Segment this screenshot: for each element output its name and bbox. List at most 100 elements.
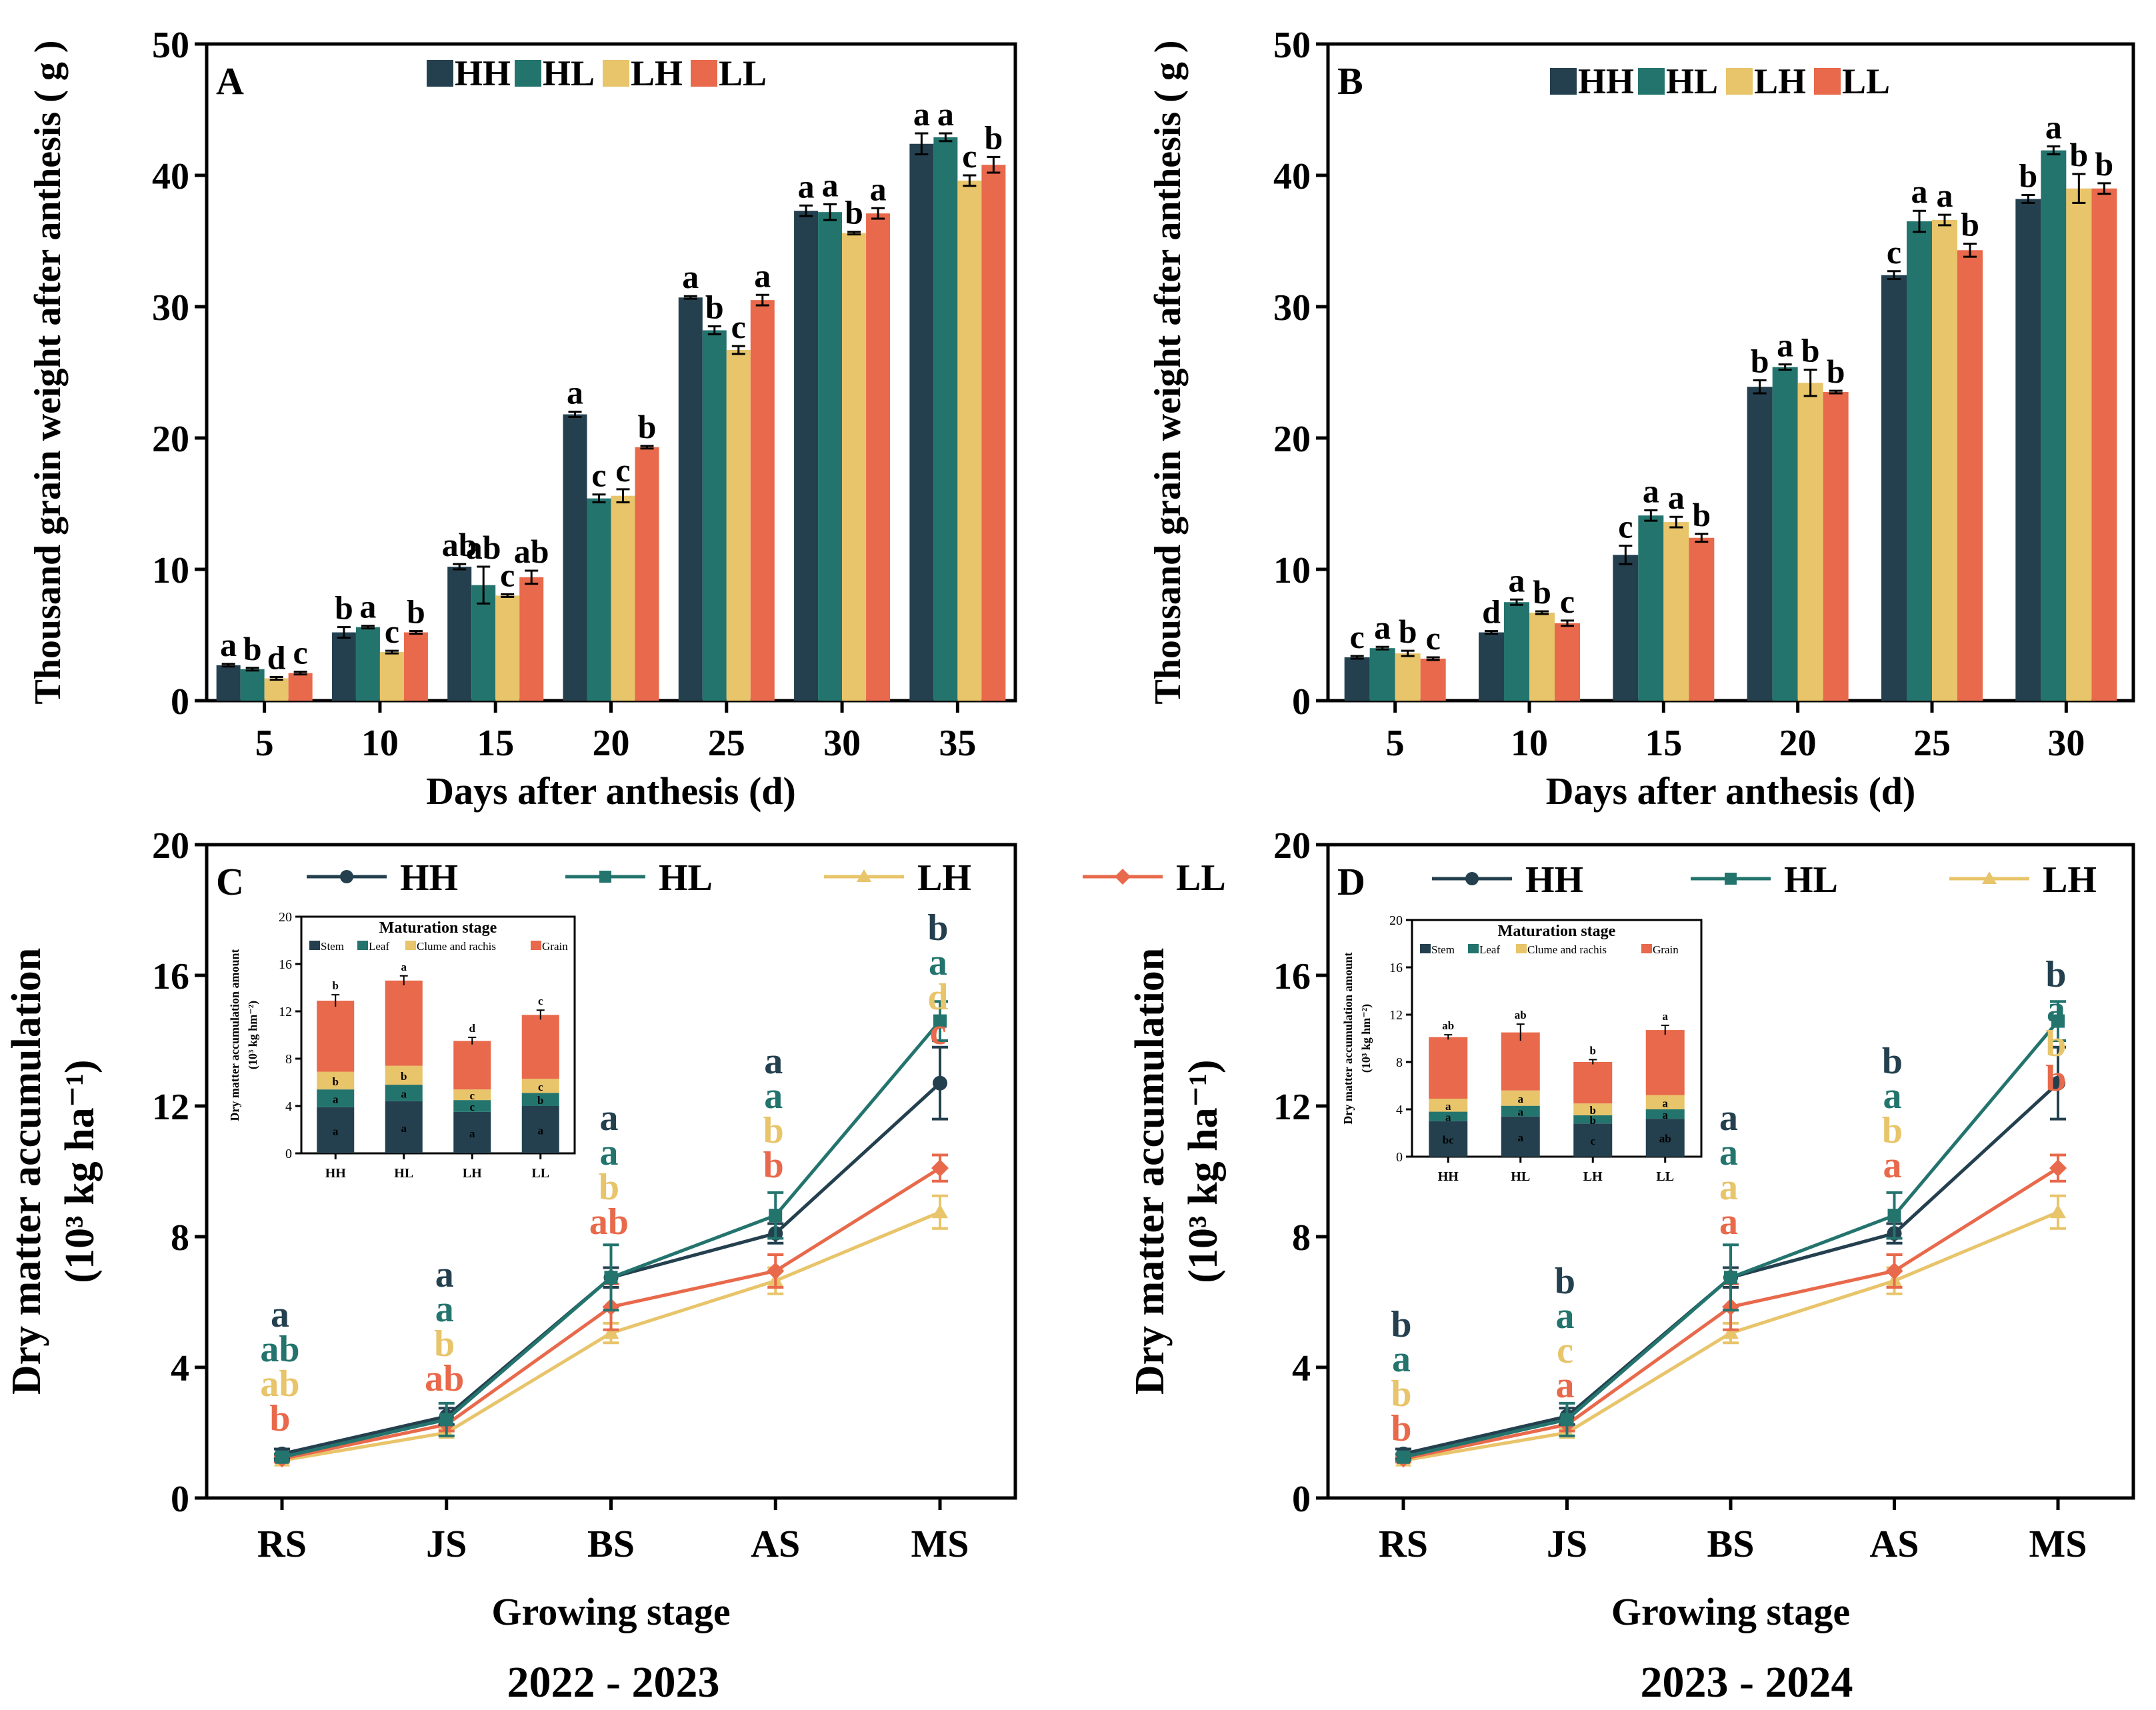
significance-letter-ll: b — [763, 1145, 784, 1186]
inset-x-tick-label: HL — [1511, 1169, 1530, 1184]
significance-letter-hh: a — [435, 1254, 454, 1295]
x-tick-label: JS — [426, 1522, 467, 1565]
significance-letter: c — [615, 451, 630, 489]
significance-letter: ab — [442, 526, 477, 563]
significance-letter-ll: a — [1556, 1365, 1575, 1406]
significance-letter: a — [822, 166, 839, 203]
inset-legend-label: Leaf — [1479, 943, 1500, 956]
significance-letter: c — [962, 137, 977, 175]
y-tick-label: 50 — [152, 25, 189, 66]
y-tick-label: 30 — [152, 287, 189, 329]
marker-hl — [439, 1413, 453, 1427]
legend-swatch-lh — [1726, 68, 1753, 95]
y-tick-label: 20 — [152, 825, 189, 867]
significance-letter-lh: b — [1391, 1373, 1411, 1415]
inset-x-tick-label: LL — [1656, 1169, 1674, 1184]
bar-lh — [1932, 219, 1957, 701]
x-tick-label: AS — [751, 1522, 800, 1565]
inset-letter: a — [1663, 1010, 1669, 1023]
inset-letter: a — [1518, 1093, 1524, 1105]
inset-legend-swatch — [309, 941, 320, 950]
panel-label: C — [216, 860, 244, 903]
inset-letter: a — [1445, 1111, 1451, 1124]
y-tick-label: 20 — [1273, 825, 1311, 867]
legend-marker-lh — [857, 869, 871, 882]
x-tick-label: JS — [1547, 1522, 1587, 1565]
x-tick-label: BS — [587, 1522, 635, 1565]
x-tick-label: RS — [1379, 1522, 1428, 1565]
inset-y-tick-label: 16 — [1389, 961, 1403, 975]
significance-letter: c — [385, 613, 399, 650]
legend-swatch-ll — [1814, 68, 1841, 95]
marker-lh — [932, 1204, 948, 1219]
inset-segment-stem — [521, 1106, 559, 1153]
inset-y-tick-label: 0 — [1396, 1150, 1403, 1165]
x-tick-label: MS — [911, 1522, 969, 1565]
inset-legend-label: Clume and rachis — [417, 940, 496, 953]
significance-letter: b — [1399, 613, 1417, 650]
panel-label: B — [1337, 59, 1363, 103]
legend-label: LL — [1842, 61, 1890, 101]
significance-letter-hh: a — [764, 1041, 783, 1082]
significance-letter: a — [913, 95, 930, 133]
inset-letter: c — [469, 1101, 475, 1113]
inset-segment-clume-and-rachis — [1573, 1103, 1613, 1115]
significance-letter-lh: ab — [260, 1363, 299, 1405]
marker-hl — [1397, 1450, 1410, 1464]
significance-letter-ll: ab — [589, 1201, 629, 1243]
significance-letter: b — [407, 593, 425, 631]
bar-ll — [1420, 658, 1446, 701]
bar-lh — [842, 233, 867, 701]
inset-legend-label: Clume and rachis — [1527, 943, 1607, 956]
x-tick-label: 10 — [361, 723, 399, 764]
significance-letter: a — [359, 588, 376, 625]
bar-ll — [866, 213, 891, 701]
significance-letter: a — [798, 167, 815, 205]
bar-ll — [750, 300, 775, 701]
y-axis-title: Dry matter accumulation — [4, 948, 49, 1395]
marker-hl — [275, 1450, 289, 1464]
significance-letter: c — [293, 634, 308, 671]
significance-letter-hh: b — [927, 907, 948, 949]
inset-letter: c — [1590, 1135, 1595, 1147]
significance-letter: ab — [514, 533, 549, 570]
inset-y-tick-label: 20 — [279, 910, 292, 925]
significance-letter: b — [1961, 205, 1979, 243]
bar-ll — [519, 577, 544, 701]
inset-legend-swatch — [1468, 944, 1479, 953]
legend-label: LH — [917, 857, 971, 899]
significance-letter: b — [335, 589, 353, 627]
y-tick-label: 0 — [171, 681, 189, 723]
inset-segment-clume-and-rachis — [1501, 1090, 1540, 1106]
inset-x-tick-label: LL — [531, 1166, 549, 1181]
inset-letter: c — [538, 1081, 543, 1093]
marker-hl — [1560, 1413, 1574, 1427]
y-tick-label: 20 — [1273, 419, 1311, 460]
y-tick-label: 4 — [1292, 1348, 1311, 1389]
inset-y-tick-label: 12 — [279, 1005, 292, 1019]
significance-letter-hl: a — [435, 1289, 454, 1330]
inset-letter: a — [1445, 1100, 1451, 1113]
bar-hh — [216, 665, 241, 701]
y-tick-label: 12 — [1273, 1087, 1311, 1128]
marker-hl — [604, 1271, 618, 1285]
inset-segment-clume-and-rachis — [521, 1079, 559, 1093]
significance-letter-hh: b — [2045, 954, 2066, 995]
inset-x-tick-label: LH — [463, 1166, 482, 1181]
inset-letter: ab — [1442, 1019, 1454, 1032]
marker-ll — [767, 1262, 785, 1280]
inset-letter: b — [333, 979, 339, 992]
legend-swatch-hh — [1550, 68, 1577, 95]
bar-lh — [611, 495, 635, 701]
bar-hl — [1638, 515, 1664, 701]
significance-letter-lh: d — [927, 977, 948, 1018]
inset-y-axis-title: Dry matter accumulation amount — [228, 949, 241, 1121]
inset-segment-stem — [385, 1101, 423, 1153]
inset-y-tick-label: 16 — [279, 957, 292, 972]
significance-letter-ll: c — [930, 1011, 947, 1053]
significance-letter-lh: b — [763, 1110, 784, 1151]
inset-segment-grain — [1501, 1032, 1540, 1091]
inset-letter: b — [1590, 1104, 1596, 1117]
significance-letter-hl: a — [1883, 1075, 1902, 1117]
